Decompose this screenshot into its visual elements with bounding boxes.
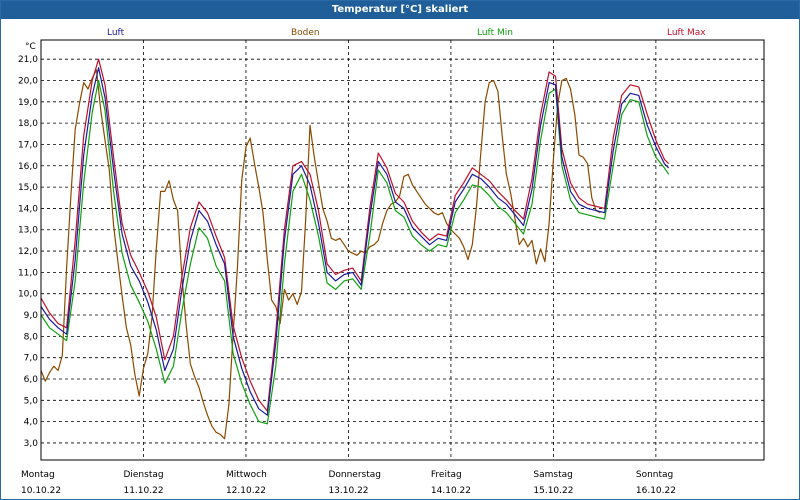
grid: [41, 40, 764, 460]
x-tick-day: Mittwoch: [226, 470, 267, 480]
y-tick-label: 19,0: [18, 98, 38, 108]
x-tick-date: 14.10.22: [431, 486, 471, 496]
x-tick-day: Dienstag: [123, 470, 163, 480]
series-lines: [40, 58, 670, 440]
series-line-luft-min: [40, 79, 670, 425]
series-line-luft: [40, 67, 670, 416]
legend-boden: Boden: [291, 28, 320, 38]
y-tick-label: 9,0: [24, 311, 39, 321]
x-tick-day: Freitag: [431, 470, 462, 480]
y-tick-label: 14,0: [18, 204, 38, 214]
x-tick-labels: Montag 10.10.22 Dienstag 11.10.22 Mittwoch 12…: [21, 470, 676, 496]
y-axis-unit-label: °C: [25, 42, 36, 52]
y-tick-label: 5,0: [24, 396, 39, 406]
legend-luft-min: Luft Min: [477, 28, 513, 38]
x-tick-day: Samstag: [533, 470, 572, 480]
y-tick-label: 10,0: [18, 290, 38, 300]
x-tick-date: 12.10.22: [226, 486, 266, 496]
x-tick-day: Donnerstag: [328, 470, 381, 480]
y-tick-label: 11,0: [18, 268, 38, 278]
y-tick-label: 8,0: [24, 332, 39, 342]
y-tick-label: 13,0: [18, 226, 38, 236]
y-tick-label: 21,0: [18, 55, 38, 65]
y-tick-labels: 3,0 4,0 5,0 6,0 7,0 8,0 9,0 10,0 11,0 12,0 13,0 14,…: [18, 55, 38, 449]
x-tick-date: 16.10.22: [636, 486, 676, 496]
x-tick-date: 11.10.22: [123, 486, 163, 496]
y-tick-label: 17,0: [18, 140, 38, 150]
y-tick-label: 18,0: [18, 119, 38, 129]
series-line-boden: [40, 69, 601, 440]
legend-luft: Luft: [107, 28, 125, 38]
y-tick-label: 4,0: [24, 418, 39, 428]
legend-luft-max: Luft Max: [667, 28, 706, 38]
x-tick-date: 10.10.22: [21, 486, 61, 496]
y-tick-label: 16,0: [18, 162, 38, 172]
x-tick-day: Montag: [21, 470, 55, 480]
series-line-luft-max: [40, 58, 670, 412]
y-tick-label: 12,0: [18, 247, 38, 257]
y-tick-label: 3,0: [24, 439, 39, 449]
y-tick-label: 20,0: [18, 77, 38, 87]
y-tick-label: 7,0: [24, 354, 39, 364]
x-tick-date: 13.10.22: [328, 486, 368, 496]
y-tick-label: 6,0: [24, 375, 39, 385]
plot-area: [40, 39, 765, 461]
chart-title: Temperatur [°C] skaliert: [1, 1, 799, 19]
x-tick-day: Sonntag: [636, 470, 673, 480]
x-tick-date: 15.10.22: [533, 486, 573, 496]
y-tick-label: 15,0: [18, 183, 38, 193]
